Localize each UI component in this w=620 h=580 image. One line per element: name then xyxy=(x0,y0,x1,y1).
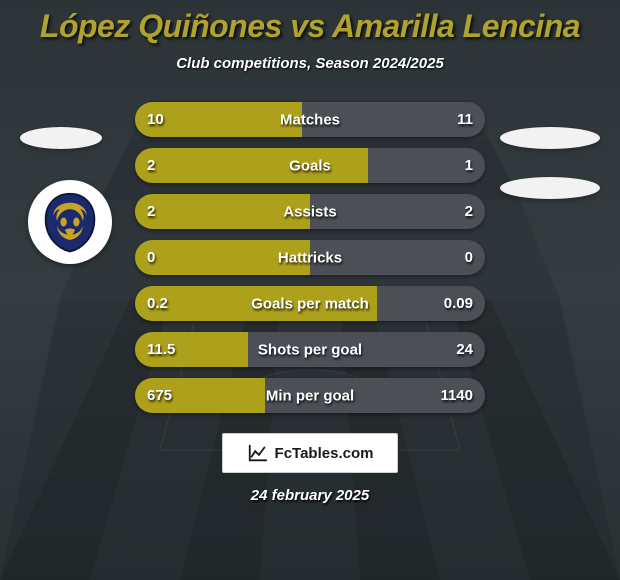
stat-label: Min per goal xyxy=(266,387,354,404)
comparison-title: López Quiñones vs Amarilla Lencina xyxy=(40,8,580,45)
stat-left-value: 0.2 xyxy=(147,295,168,312)
stat-row: 0.2 Goals per match 0.09 xyxy=(135,286,485,321)
chart-icon xyxy=(247,442,269,464)
stat-label: Matches xyxy=(280,111,340,128)
stat-label: Goals per match xyxy=(251,295,369,312)
stat-left-value: 10 xyxy=(147,111,164,128)
stat-row: 10 Matches 11 xyxy=(135,102,485,137)
stat-bar-left xyxy=(135,148,368,183)
footer-logo-text: FcTables.com xyxy=(275,445,374,462)
footer-date: 24 february 2025 xyxy=(251,487,369,504)
stat-left-value: 0 xyxy=(147,249,155,266)
stat-row: 2 Assists 2 xyxy=(135,194,485,229)
stat-label: Shots per goal xyxy=(258,341,362,358)
stat-row: 0 Hattricks 0 xyxy=(135,240,485,275)
subtitle: Club competitions, Season 2024/2025 xyxy=(176,55,444,72)
stats-container: 10 Matches 11 2 Goals 1 2 Assists 2 0 Hattricks 0 0.… xyxy=(0,102,620,413)
stat-right-value: 0 xyxy=(465,249,473,266)
stat-left-value: 2 xyxy=(147,203,155,220)
stat-label: Hattricks xyxy=(278,249,342,266)
stat-right-value: 11 xyxy=(457,111,473,128)
stat-right-value: 2 xyxy=(465,203,473,220)
stat-right-value: 1 xyxy=(465,157,473,174)
stat-left-value: 675 xyxy=(147,387,172,404)
stat-right-value: 24 xyxy=(456,341,473,358)
stat-left-value: 11.5 xyxy=(147,341,175,358)
stat-left-value: 2 xyxy=(147,157,155,174)
fctables-logo: FcTables.com xyxy=(222,433,398,473)
stat-row: 2 Goals 1 xyxy=(135,148,485,183)
stat-label: Assists xyxy=(283,203,336,220)
stat-row: 11.5 Shots per goal 24 xyxy=(135,332,485,367)
stat-right-value: 0.09 xyxy=(444,295,473,312)
stat-label: Goals xyxy=(289,157,331,174)
stat-row: 675 Min per goal 1140 xyxy=(135,378,485,413)
stat-right-value: 1140 xyxy=(440,387,473,404)
